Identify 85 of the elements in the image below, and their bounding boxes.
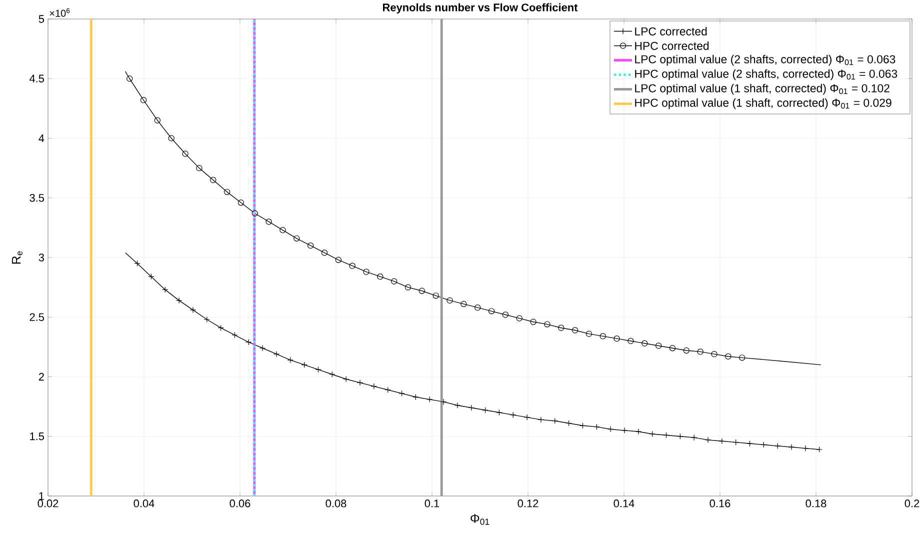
point [558,324,564,331]
point [586,330,592,337]
point [669,345,676,352]
x-tick-label: 0.16 [710,500,730,508]
point [642,340,648,346]
point [530,318,536,325]
x-tick-label: 0.18 [806,500,826,508]
point [363,268,370,275]
y-tick-label: 1.5 [30,432,44,440]
x-tick-label: 0.08 [326,500,346,508]
point [482,407,488,414]
point [280,226,286,234]
point [315,366,322,373]
point [418,288,426,294]
point [168,135,174,142]
point [238,200,244,206]
point [404,284,412,290]
point [126,76,133,82]
legend-label: LPC optimal value (2 shafts, corrected) Φ$_{01}$ = 0.063 [635,54,896,66]
point [725,353,732,360]
point [663,432,670,438]
legend-label: HPC optimal value (2 shafts, corrected) Φ$_{01}$ = 0.063 [635,69,898,80]
point [335,256,342,263]
chart-title: Reynolds number vs Flow Coefficient [383,3,578,14]
point [446,297,453,304]
point [460,300,467,308]
x-tick-label: 0.04 [134,500,154,508]
point [738,354,746,361]
point [746,440,753,447]
point [580,422,586,429]
point [307,242,314,249]
y-tick-label: 2 [38,372,44,381]
y-tick-label: 2.5 [30,313,44,322]
point [390,278,398,284]
point [224,188,230,196]
y-tick-label: 3 [38,254,44,262]
point [655,342,662,349]
point [182,150,188,157]
point [544,321,550,328]
point [502,312,509,318]
x-tick-label: 0.02 [38,500,58,508]
point [232,332,238,338]
point [210,176,216,184]
point [321,250,328,256]
y-tick-label: 5 [38,15,44,23]
x-tick-label: 0.2 [904,500,920,508]
point [432,292,439,299]
point [162,286,168,293]
legend-label: LPC optimal value (1 shaft, corrected) Φ$_{01}$ = 0.102 [635,84,890,95]
legend-label: HPC optimal value (1 shaft, corrected) Φ$_{01}$ = 0.029 [635,98,892,110]
point [294,235,300,242]
point [196,164,202,172]
point [600,333,606,340]
point [572,327,578,334]
point [488,308,495,314]
point [154,117,161,124]
point [697,348,704,355]
point [614,336,620,342]
x-tick-label: 0.1 [424,500,440,508]
legend-label: HPC corrected [635,42,709,50]
point [252,210,258,216]
point [176,297,182,304]
point [140,97,147,104]
y-tick-label: 4 [38,134,44,142]
legend-label: LPC corrected [635,27,707,36]
point [711,351,718,358]
point [204,316,210,323]
point [377,273,384,280]
point [349,262,356,269]
x-tick-label: 0.12 [518,500,538,508]
point [398,390,405,397]
x-tick-label: 0.06 [230,500,250,508]
y-axis-title: R$_{e}$ [12,251,22,264]
y-tick-label: 1 [39,492,44,500]
point [628,338,634,344]
x-axis-title: Φ$_{01}$ [470,514,490,525]
point [134,260,140,267]
text: ×10$^{6}$ [50,8,70,17]
y-tick-label: 3.5 [30,194,44,202]
point [516,315,522,322]
point [683,347,690,354]
point [474,304,481,311]
point [266,218,272,225]
y-tick-label: 4.5 [29,74,44,82]
x-tick-label: 0.14 [614,500,634,508]
